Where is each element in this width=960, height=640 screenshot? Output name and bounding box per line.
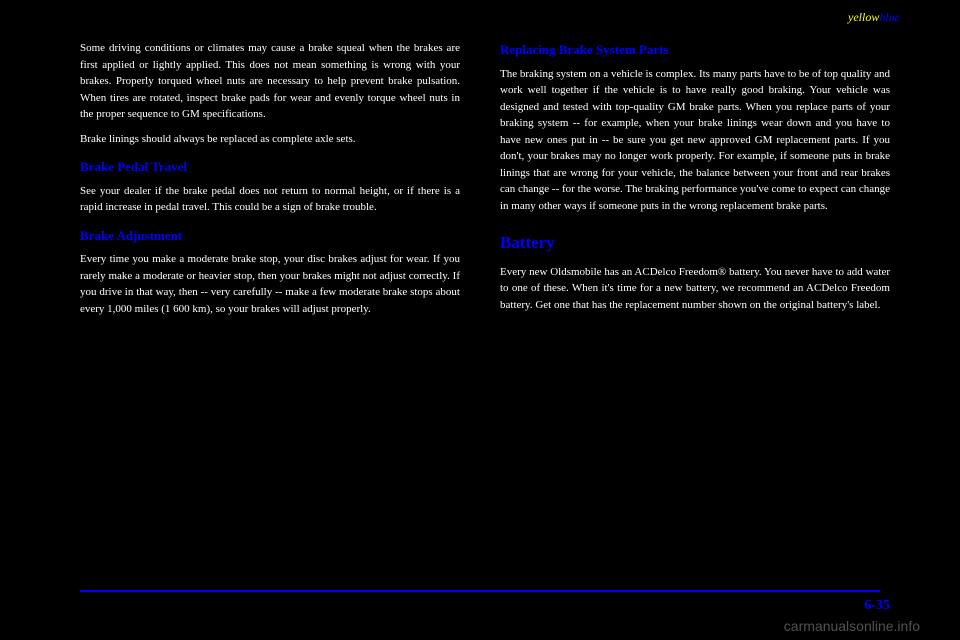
left-para-1: Some driving conditions or climates may … (80, 40, 460, 123)
header-blue: blue (879, 10, 900, 24)
header-yellow: yellow (848, 10, 879, 24)
heading-replacing-brake-parts: Replacing Brake System Parts (500, 40, 890, 60)
right-para-1: The braking system on a vehicle is compl… (500, 66, 890, 215)
right-para-2: Every new Oldsmobile has an ACDelco Free… (500, 264, 890, 314)
right-column: Replacing Brake System Parts The braking… (500, 40, 890, 325)
heading-battery: Battery (500, 230, 890, 256)
left-para-2: Brake linings should always be replaced … (80, 131, 460, 148)
header-brand: yellowblue (848, 10, 900, 25)
page-content: Some driving conditions or climates may … (0, 0, 960, 325)
watermark: carmanualsonline.info (784, 618, 920, 634)
heading-brake-pedal-travel: Brake Pedal Travel (80, 157, 460, 177)
left-column: Some driving conditions or climates may … (80, 40, 460, 325)
page-number: 6-35 (864, 598, 890, 614)
footer-rule (80, 590, 880, 592)
left-para-4: Every time you make a moderate brake sto… (80, 251, 460, 317)
heading-brake-adjustment: Brake Adjustment (80, 226, 460, 246)
left-para-3: See your dealer if the brake pedal does … (80, 183, 460, 216)
